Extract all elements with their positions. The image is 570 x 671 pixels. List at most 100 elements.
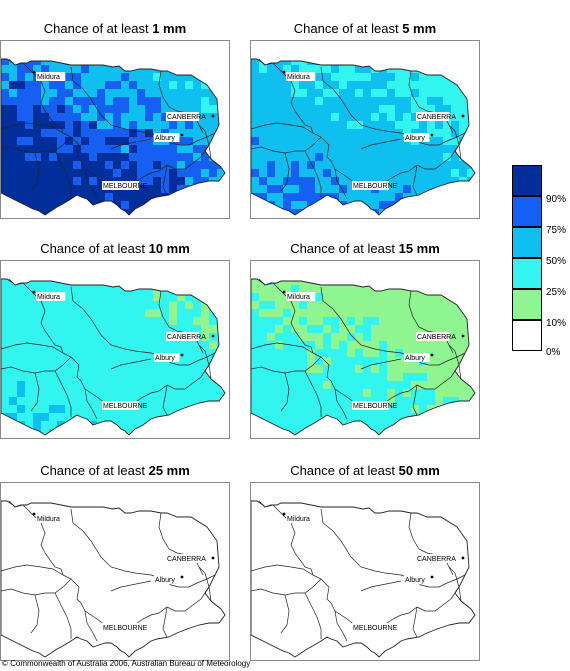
probability-cell xyxy=(331,261,339,269)
probability-cell xyxy=(89,389,97,397)
probability-cell xyxy=(57,177,65,185)
district-boundary xyxy=(312,352,336,390)
probability-cell xyxy=(363,145,371,153)
probability-cell xyxy=(307,97,315,105)
probability-cell xyxy=(475,389,480,397)
probability-cell xyxy=(209,285,217,293)
probability-cell xyxy=(395,185,403,193)
probability-cell xyxy=(33,279,41,285)
probability-cell xyxy=(427,341,435,349)
probability-cell xyxy=(33,317,41,325)
probability-cell xyxy=(161,405,169,413)
probability-cell xyxy=(225,169,230,177)
probability-cell xyxy=(307,397,315,405)
probability-cell xyxy=(161,209,169,215)
district-boundary xyxy=(166,144,210,170)
probability-cell xyxy=(259,81,267,89)
probability-cell xyxy=(275,365,283,373)
probability-cell xyxy=(17,349,25,357)
probability-cell xyxy=(169,437,177,439)
probability-cell xyxy=(443,285,451,293)
probability-cell xyxy=(137,97,145,105)
probability-cell xyxy=(185,89,193,97)
probability-cell xyxy=(217,261,225,269)
place-label-bg xyxy=(102,181,140,190)
probability-cell xyxy=(33,81,41,89)
probability-cell xyxy=(379,137,387,145)
probability-cell xyxy=(33,357,41,365)
probability-cell xyxy=(41,317,49,325)
probability-cell xyxy=(105,41,113,49)
probability-cell xyxy=(17,193,25,201)
probability-cell xyxy=(283,413,291,421)
probability-cell xyxy=(363,309,371,317)
probability-cell xyxy=(275,389,283,397)
place-label-albury: Albury xyxy=(405,135,425,142)
probability-cell xyxy=(201,105,209,113)
probability-cell xyxy=(121,373,129,381)
probability-cell xyxy=(65,121,73,129)
probability-cell xyxy=(1,429,9,435)
probability-cell xyxy=(49,325,57,333)
probability-cell xyxy=(161,309,169,317)
rainfall-map: Mildura CANBERRA Albury MELBOURNE xyxy=(250,482,480,661)
probability-cell xyxy=(217,81,225,89)
probability-cell xyxy=(225,421,230,429)
probability-cell xyxy=(443,421,451,429)
district-boundary xyxy=(158,70,204,134)
probability-cell xyxy=(57,413,65,421)
probability-cell xyxy=(33,185,41,193)
place-label-melbourne: MELBOURNE xyxy=(353,183,398,190)
probability-cell xyxy=(251,429,259,435)
probability-cell xyxy=(291,129,299,137)
probability-cell xyxy=(97,161,105,169)
probability-cell xyxy=(57,349,65,357)
probability-cell xyxy=(201,381,209,389)
probability-cell xyxy=(113,209,121,215)
probability-cell xyxy=(177,389,185,397)
probability-cell xyxy=(315,413,323,421)
probability-cell xyxy=(177,373,185,381)
probability-cell xyxy=(225,285,230,293)
probability-cell xyxy=(371,341,379,349)
probability-cell xyxy=(395,89,403,97)
probability-cell xyxy=(177,413,185,421)
probability-cell xyxy=(161,193,169,201)
probability-cell xyxy=(427,279,435,285)
probability-cell xyxy=(419,373,427,381)
probability-cell xyxy=(57,269,65,277)
probability-cell xyxy=(259,105,267,113)
probability-cell xyxy=(97,309,105,317)
probability-cell xyxy=(153,309,161,317)
probability-cell xyxy=(363,285,371,293)
probability-cell xyxy=(1,105,9,113)
district-boundary xyxy=(62,132,86,170)
probability-cell xyxy=(403,397,411,405)
probability-cell xyxy=(395,81,403,89)
probability-cell xyxy=(49,193,57,201)
probability-cell xyxy=(97,279,105,285)
probability-cell xyxy=(81,201,89,209)
district-boundary xyxy=(251,578,322,596)
probability-cell xyxy=(153,65,161,73)
probability-cell xyxy=(97,341,105,349)
probability-cell xyxy=(283,405,291,413)
probability-cell xyxy=(435,309,443,317)
probability-cell xyxy=(275,373,283,381)
probability-cell xyxy=(347,193,355,201)
probability-cell xyxy=(355,153,363,161)
probability-cell xyxy=(25,113,33,121)
probability-cell xyxy=(145,373,153,381)
probability-cell xyxy=(25,41,33,49)
probability-cell xyxy=(347,285,355,293)
probability-cell xyxy=(33,437,41,439)
probability-cell xyxy=(275,209,283,215)
probability-cell xyxy=(73,357,81,365)
probability-cell xyxy=(259,153,267,161)
probability-cell xyxy=(339,73,347,81)
probability-cell xyxy=(411,309,419,317)
probability-cell xyxy=(355,145,363,153)
probability-cell xyxy=(33,113,41,121)
probability-cell xyxy=(193,365,201,373)
probability-cell xyxy=(137,113,145,121)
